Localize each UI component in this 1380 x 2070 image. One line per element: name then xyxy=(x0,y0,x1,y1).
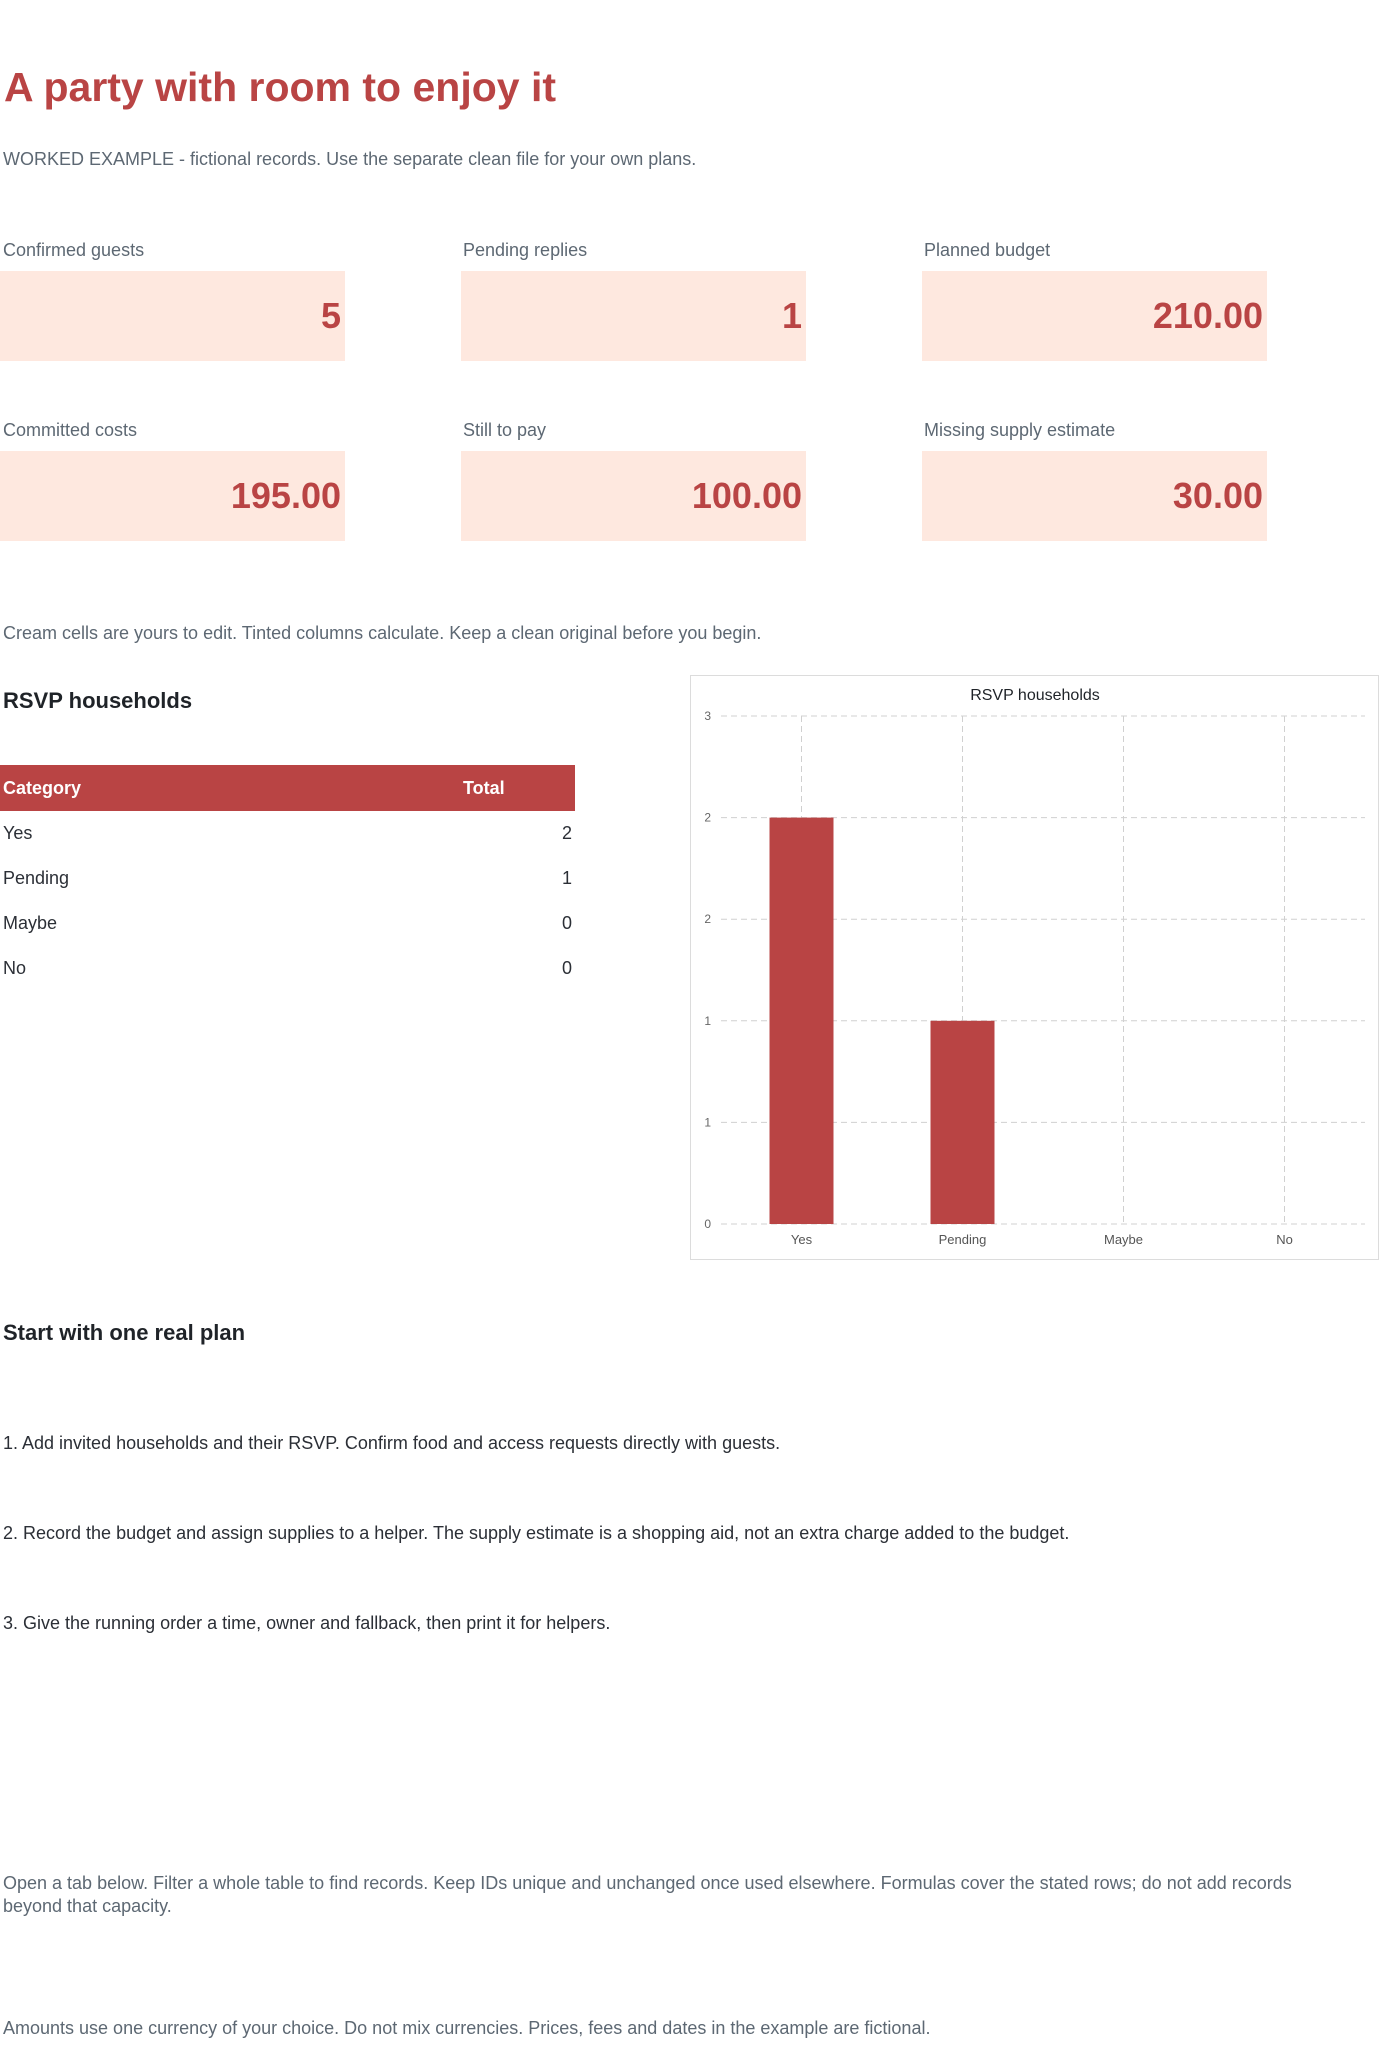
table-row[interactable]: Yes 2 xyxy=(0,811,575,856)
total-cell: 0 xyxy=(561,913,572,933)
tabs-note: Open a tab below. Filter a whole table t… xyxy=(3,1873,1292,1916)
table-row[interactable]: Pending 1 xyxy=(0,856,575,901)
y-tick-label: 3 xyxy=(704,709,711,723)
y-tick-label: 0 xyxy=(704,1217,711,1231)
y-tick-label: 2 xyxy=(704,811,711,825)
y-tick-label: 1 xyxy=(704,1115,711,1129)
currency-note: Amounts use one currency of your choice.… xyxy=(3,2018,931,2038)
rsvp-table-header: Category Total xyxy=(0,765,575,811)
x-tick-label: Maybe xyxy=(1104,1232,1143,1247)
plan-step-2: 2. Record the budget and assign supplies… xyxy=(3,1523,1070,1543)
column-header-category[interactable]: Category xyxy=(3,778,82,798)
edit-note: Cream cells are yours to edit. Tinted co… xyxy=(3,623,762,643)
kpi-label-confirmed-guests: Confirmed guests xyxy=(3,240,145,260)
category-cell: Pending xyxy=(3,868,70,888)
kpi-value-planned-budget: 210.00 xyxy=(922,271,1267,361)
kpi-label-still-to-pay: Still to pay xyxy=(463,420,547,440)
kpi-label-missing-supply-estimate: Missing supply estimate xyxy=(924,420,1116,440)
rsvp-chart[interactable]: RSVP households 0 1 1 2 2 3 Yes Pending Maybe No xyxy=(690,675,1379,1260)
chart-title: RSVP households xyxy=(970,687,1100,704)
kpi-value-confirmed-guests: 5 xyxy=(0,271,345,361)
chart-y-axis: 0 1 1 2 2 3 xyxy=(704,709,711,1231)
table-row[interactable]: Maybe 0 xyxy=(0,901,575,946)
page-title: A party with room to enjoy it xyxy=(4,64,556,110)
category-cell: Yes xyxy=(3,823,33,843)
chart-grid xyxy=(721,715,1365,1225)
chart-bar-yes[interactable] xyxy=(769,817,834,1224)
chart-bar-pending[interactable] xyxy=(930,1020,995,1224)
plan-step-3: 3. Give the running order a time, owner … xyxy=(3,1613,611,1633)
plan-heading: Start with one real plan xyxy=(3,1320,246,1345)
x-tick-label: Pending xyxy=(939,1232,987,1247)
kpi-label-pending-replies: Pending replies xyxy=(463,240,588,260)
plan-step-1: 1. Add invited households and their RSVP… xyxy=(3,1433,781,1453)
category-cell: No xyxy=(3,958,27,978)
rsvp-table: Category Total Yes 2 Pending 1 Maybe 0 N… xyxy=(0,765,575,991)
kpi-value-committed-costs: 195.00 xyxy=(0,451,345,541)
page-subtitle: WORKED EXAMPLE - fictional records. Use … xyxy=(3,149,697,169)
x-tick-label: No xyxy=(1276,1232,1293,1247)
total-cell: 0 xyxy=(561,958,572,978)
rsvp-chart-canvas: RSVP households 0 1 1 2 2 3 Yes Pending Maybe No xyxy=(704,687,1365,1247)
chart-bars xyxy=(769,817,995,1224)
x-tick-label: Yes xyxy=(791,1232,813,1247)
kpi-label-committed-costs: Committed costs xyxy=(3,420,138,440)
total-cell: 2 xyxy=(561,823,572,843)
table-row[interactable]: No 0 xyxy=(0,946,575,991)
kpi-value-missing-supply-estimate: 30.00 xyxy=(922,451,1267,541)
y-tick-label: 1 xyxy=(704,1014,711,1028)
y-tick-label: 2 xyxy=(704,912,711,926)
total-cell: 1 xyxy=(561,868,572,888)
kpi-value-pending-replies: 1 xyxy=(461,271,806,361)
category-cell: Maybe xyxy=(3,913,58,933)
kpi-value-still-to-pay: 100.00 xyxy=(461,451,806,541)
rsvp-heading: RSVP households xyxy=(3,688,193,713)
column-header-total[interactable]: Total xyxy=(463,778,505,798)
kpi-label-planned-budget: Planned budget xyxy=(924,240,1051,260)
chart-x-axis: Yes Pending Maybe No xyxy=(791,1232,1293,1247)
